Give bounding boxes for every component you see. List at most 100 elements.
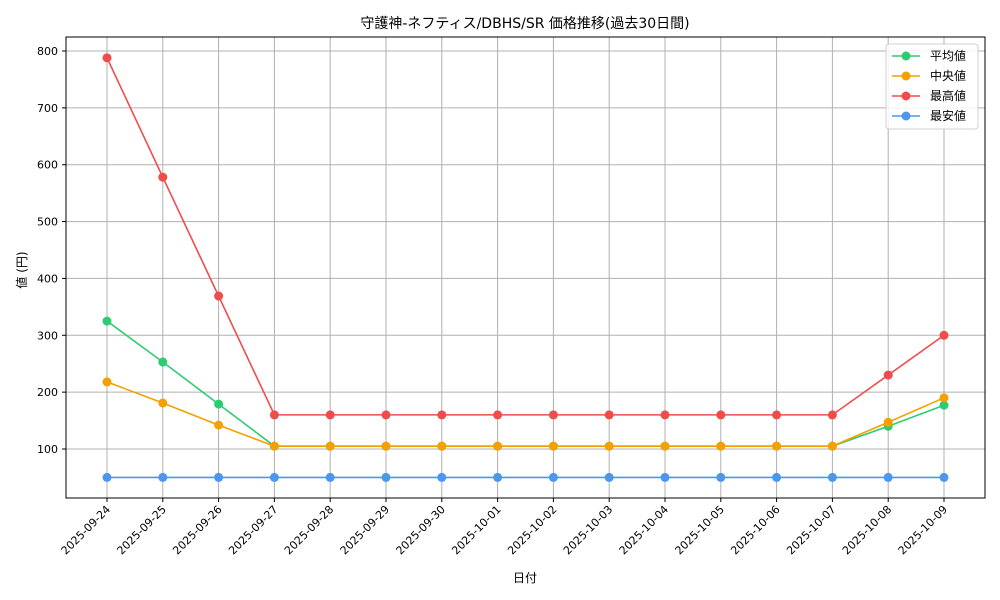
legend-label: 最高値	[930, 88, 966, 103]
data-point	[660, 441, 670, 451]
y-tick-label: 300	[37, 329, 58, 342]
data-point	[716, 441, 726, 451]
data-point	[437, 472, 447, 482]
data-point	[214, 291, 224, 301]
data-point	[716, 410, 726, 420]
legend-item: 最安値	[892, 108, 966, 123]
data-point	[214, 420, 224, 430]
data-point	[939, 330, 949, 340]
data-point	[158, 398, 168, 408]
data-point	[827, 472, 837, 482]
x-tick-label: 2025-10-02	[505, 503, 559, 557]
legend-marker-icon	[901, 71, 911, 81]
data-point	[102, 316, 112, 326]
x-tick-label: 2025-09-26	[170, 503, 224, 557]
data-point	[939, 393, 949, 403]
x-tick-label: 2025-10-05	[673, 503, 727, 557]
y-axis-ticks: 100 200 300 400 500 600 700 800	[37, 45, 66, 456]
x-tick-label: 2025-09-25	[115, 503, 169, 557]
x-tick-label: 2025-09-28	[282, 503, 336, 557]
data-point	[493, 441, 503, 451]
y-tick-label: 700	[37, 102, 58, 115]
data-point	[604, 472, 614, 482]
legend-item: 平均値	[892, 48, 966, 63]
data-point	[102, 472, 112, 482]
y-tick-label: 500	[37, 216, 58, 229]
data-point	[604, 410, 614, 420]
legend-item: 中央値	[892, 68, 966, 83]
data-point	[381, 410, 391, 420]
data-point	[660, 472, 670, 482]
data-point	[269, 441, 279, 451]
data-point	[772, 441, 782, 451]
data-point	[158, 357, 168, 367]
y-axis-label: 値 (円)	[14, 251, 29, 288]
series-1	[102, 377, 949, 451]
x-tick-label: 2025-10-07	[784, 503, 838, 557]
data-point	[214, 472, 224, 482]
x-tick-label: 2025-10-04	[617, 503, 671, 557]
data-point	[102, 377, 112, 387]
data-point	[827, 441, 837, 451]
legend-marker-icon	[901, 51, 911, 61]
x-tick-label: 2025-09-29	[338, 503, 392, 557]
y-tick-label: 200	[37, 386, 58, 399]
series-0	[102, 316, 949, 451]
x-axis-label: 日付	[513, 571, 537, 585]
legend-label: 平均値	[930, 48, 966, 63]
plot-frame	[65, 36, 986, 499]
data-point	[325, 441, 335, 451]
chart-title: 守護神-ネフティス/DBHS/SR 価格推移(過去30日間)	[360, 16, 689, 32]
data-point	[548, 410, 558, 420]
x-tick-label: 2025-10-09	[896, 503, 950, 557]
data-point	[381, 472, 391, 482]
data-point	[214, 399, 224, 409]
x-tick-label: 2025-10-03	[561, 503, 615, 557]
data-point	[883, 370, 893, 380]
data-point	[493, 410, 503, 420]
x-tick-label: 2025-10-08	[840, 503, 894, 557]
series-line	[106, 57, 945, 416]
data-point	[772, 410, 782, 420]
data-point	[716, 472, 726, 482]
data-point	[437, 410, 447, 420]
x-axis-ticks: 2025-09-24 2025-09-25 2025-09-26 2025-09-27…	[59, 498, 950, 557]
data-point	[660, 410, 670, 420]
data-point	[437, 441, 447, 451]
legend-label: 最安値	[930, 108, 966, 123]
data-point	[381, 441, 391, 451]
series-3	[102, 472, 949, 482]
data-point	[548, 472, 558, 482]
data-point	[548, 441, 558, 451]
x-tick-label: 2025-09-30	[394, 503, 448, 557]
data-point	[269, 472, 279, 482]
series-2	[102, 53, 949, 420]
data-point	[493, 472, 503, 482]
data-point	[269, 410, 279, 420]
x-tick-label: 2025-10-01	[449, 503, 503, 557]
data-point	[827, 410, 837, 420]
data-point	[325, 472, 335, 482]
grid-lines	[66, 37, 985, 498]
data-point	[604, 441, 614, 451]
legend-item: 最高値	[892, 88, 966, 103]
y-tick-label: 600	[37, 159, 58, 172]
data-point	[883, 417, 893, 427]
legend-box	[885, 43, 979, 130]
data-series	[102, 53, 949, 482]
y-tick-label: 400	[37, 272, 58, 285]
y-tick-label: 100	[37, 443, 58, 456]
data-point	[325, 410, 335, 420]
legend-marker-icon	[901, 91, 911, 101]
series-line	[106, 381, 945, 447]
legend-marker-icon	[901, 111, 911, 121]
data-point	[158, 472, 168, 482]
y-tick-label: 800	[37, 45, 58, 58]
x-tick-label: 2025-09-24	[59, 503, 113, 557]
x-tick-label: 2025-09-27	[226, 503, 280, 557]
data-point	[772, 472, 782, 482]
x-tick-label: 2025-10-06	[728, 503, 782, 557]
data-point	[939, 400, 949, 410]
